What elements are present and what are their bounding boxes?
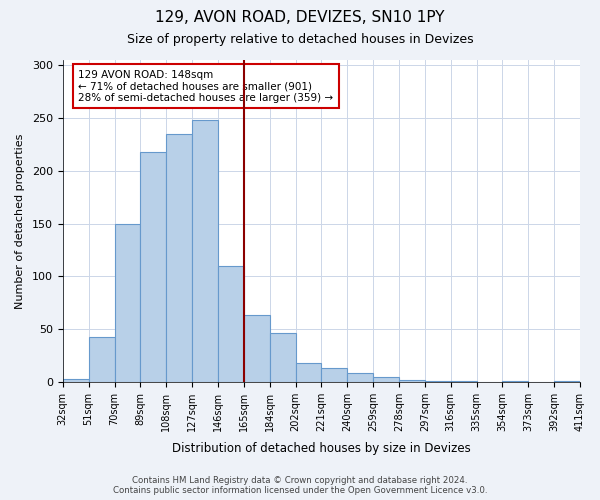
- Bar: [451, 380, 476, 382]
- Bar: [425, 380, 451, 382]
- Bar: [115, 224, 140, 382]
- Text: 129 AVON ROAD: 148sqm
← 71% of detached houses are smaller (901)
28% of semi-det: 129 AVON ROAD: 148sqm ← 71% of detached …: [79, 70, 334, 103]
- Bar: [373, 376, 399, 382]
- Bar: [166, 134, 192, 382]
- Bar: [89, 338, 115, 382]
- Bar: [554, 380, 580, 382]
- Bar: [192, 120, 218, 382]
- Bar: [399, 380, 425, 382]
- Text: 129, AVON ROAD, DEVIZES, SN10 1PY: 129, AVON ROAD, DEVIZES, SN10 1PY: [155, 10, 445, 25]
- Bar: [140, 152, 166, 382]
- Bar: [502, 380, 528, 382]
- Y-axis label: Number of detached properties: Number of detached properties: [15, 133, 25, 308]
- X-axis label: Distribution of detached houses by size in Devizes: Distribution of detached houses by size …: [172, 442, 471, 455]
- Bar: [218, 266, 244, 382]
- Bar: [63, 378, 89, 382]
- Bar: [322, 368, 347, 382]
- Text: Size of property relative to detached houses in Devizes: Size of property relative to detached ho…: [127, 32, 473, 46]
- Bar: [269, 334, 296, 382]
- Text: Contains HM Land Registry data © Crown copyright and database right 2024.
Contai: Contains HM Land Registry data © Crown c…: [113, 476, 487, 495]
- Bar: [244, 316, 269, 382]
- Bar: [347, 374, 373, 382]
- Bar: [296, 363, 322, 382]
